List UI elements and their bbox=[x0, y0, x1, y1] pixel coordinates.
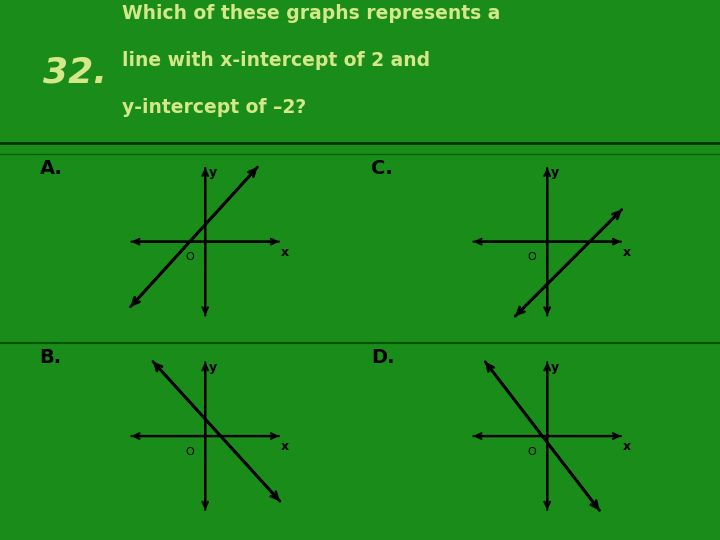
Text: y: y bbox=[208, 361, 217, 374]
Text: B.: B. bbox=[40, 348, 62, 367]
Text: C.: C. bbox=[371, 159, 392, 178]
Text: O: O bbox=[186, 447, 194, 457]
Text: O: O bbox=[528, 447, 536, 457]
Text: y: y bbox=[208, 166, 217, 179]
Text: x: x bbox=[281, 246, 289, 259]
Text: y-intercept of –2?: y-intercept of –2? bbox=[122, 98, 307, 117]
Text: D.: D. bbox=[371, 348, 395, 367]
Text: Which of these graphs represents a: Which of these graphs represents a bbox=[122, 4, 501, 23]
Text: y: y bbox=[550, 361, 559, 374]
Text: x: x bbox=[281, 440, 289, 453]
Text: 32.: 32. bbox=[43, 56, 107, 90]
Text: x: x bbox=[623, 246, 631, 259]
Text: x: x bbox=[623, 440, 631, 453]
Text: line with x-intercept of 2 and: line with x-intercept of 2 and bbox=[122, 51, 431, 70]
Text: y: y bbox=[550, 166, 559, 179]
Text: A.: A. bbox=[40, 159, 63, 178]
Text: O: O bbox=[186, 252, 194, 262]
Text: O: O bbox=[528, 252, 536, 262]
